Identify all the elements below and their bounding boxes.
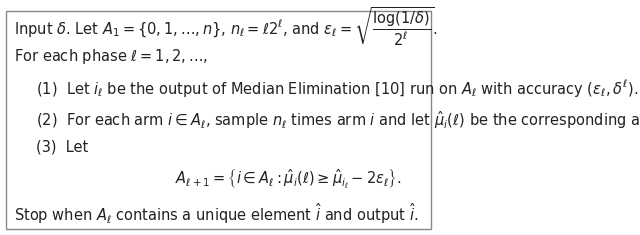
Text: (2)  For each arm $i \in A_\ell$, sample $n_\ell$ times arm $i$ and let $\hat{\m: (2) For each arm $i \in A_\ell$, sample … [36,109,640,131]
Text: Input $\delta$. Let $A_1 = \{0, 1, \ldots, n\}$, $n_\ell = \ell 2^\ell$, and $\v: Input $\delta$. Let $A_1 = \{0, 1, \ldot… [15,6,438,48]
Text: $A_{\ell+1} = \left\{i \in A_\ell : \hat{\mu}_i(\ell) \geq \hat{\mu}_{i_\ell} - : $A_{\ell+1} = \left\{i \in A_\ell : \hat… [175,167,402,191]
FancyBboxPatch shape [6,11,431,229]
Text: (3)  Let: (3) Let [36,140,88,155]
Text: (1)  Let $i_\ell$ be the output of Median Elimination [10] run on $A_\ell$ with : (1) Let $i_\ell$ be the output of Median… [36,78,639,98]
Text: Stop when $A_\ell$ contains a unique element $\hat{i}$ and output $\hat{i}$.: Stop when $A_\ell$ contains a unique ele… [15,201,419,226]
Text: For each phase $\ell = 1, 2, \ldots,$: For each phase $\ell = 1, 2, \ldots,$ [15,47,209,66]
